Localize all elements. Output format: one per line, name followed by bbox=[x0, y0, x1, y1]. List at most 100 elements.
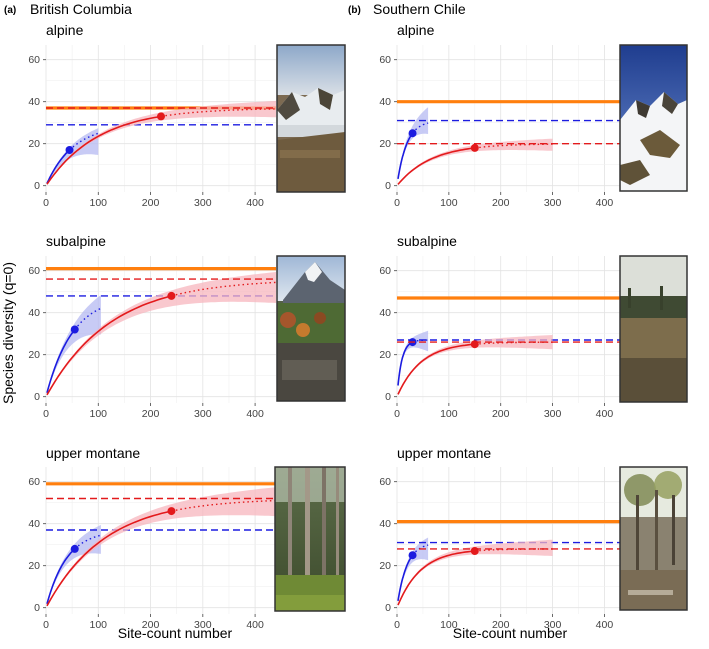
x-tick-label: 200 bbox=[492, 619, 510, 631]
x-tick-label: 100 bbox=[90, 197, 108, 209]
red-observed-point bbox=[157, 112, 165, 121]
chart-sc-alpine: alpine 0 100 200 300 400 0 20 40 60 bbox=[379, 22, 688, 209]
photo-bc-alpine bbox=[276, 44, 346, 193]
panel-title: subalpine bbox=[397, 233, 457, 249]
red-observed-point bbox=[470, 143, 479, 152]
x-tick-label: 400 bbox=[596, 197, 614, 209]
red-interpolation-line bbox=[397, 550, 475, 606]
y-tick-label: 0 bbox=[34, 180, 40, 192]
y-tick-label: 60 bbox=[379, 476, 391, 488]
blue-interpolation-line bbox=[46, 329, 76, 394]
chart-bc-subalpine: subalpine 0 100 200 300 400 0 20 40 60 bbox=[28, 233, 346, 420]
chart-sc-upper-montane: upper montane 0 100 200 300 400 0 20 40 60 bbox=[379, 445, 688, 631]
x-tick-label: 0 bbox=[394, 197, 400, 209]
x-tick-label: 200 bbox=[142, 197, 160, 209]
x-axis-label-b: Site-count number bbox=[453, 625, 568, 641]
panel-title: upper montane bbox=[46, 445, 140, 461]
red-interpolation-line bbox=[46, 115, 162, 185]
x-tick-label: 100 bbox=[440, 619, 458, 631]
blue-confidence-band bbox=[398, 330, 429, 387]
blue-extrapolation-line bbox=[74, 307, 102, 330]
photo-bc-subalpine bbox=[276, 255, 346, 402]
y-tick-label: 20 bbox=[28, 138, 40, 150]
chart-bc-upper-montane: upper montane 0 100 200 300 400 0 20 40 60 bbox=[28, 445, 346, 631]
x-tick-label: 100 bbox=[440, 408, 458, 420]
red-interpolation-line bbox=[46, 295, 172, 396]
x-tick-label: 200 bbox=[492, 197, 510, 209]
y-tick-label: 0 bbox=[385, 180, 391, 192]
photo-sc-alpine bbox=[619, 44, 688, 192]
blue-observed-point bbox=[408, 551, 417, 560]
y-tick-label: 60 bbox=[28, 265, 40, 277]
blue-observed-point bbox=[65, 146, 74, 154]
panel-title: alpine bbox=[46, 22, 84, 38]
x-tick-label: 300 bbox=[544, 619, 562, 631]
blue-interpolation-line bbox=[397, 341, 413, 386]
y-tick-label: 40 bbox=[28, 96, 40, 108]
y-tick-label: 40 bbox=[379, 518, 391, 530]
x-tick-label: 100 bbox=[90, 408, 108, 420]
y-tick-label: 20 bbox=[28, 560, 40, 572]
y-tick-label: 60 bbox=[379, 54, 391, 66]
photo-sc-subalpine bbox=[619, 255, 688, 403]
panel-b-letter: (b) bbox=[348, 5, 361, 16]
blue-confidence-band bbox=[398, 107, 429, 180]
y-tick-label: 0 bbox=[34, 602, 40, 614]
y-tick-label: 60 bbox=[28, 476, 40, 488]
panel-a-letter: (a) bbox=[4, 5, 16, 16]
x-tick-label: 100 bbox=[90, 619, 108, 631]
blue-extrapolation-line bbox=[69, 132, 99, 151]
photo-sc-upper-montane bbox=[619, 466, 688, 611]
blue-interpolation-line bbox=[397, 554, 414, 602]
y-tick-label: 60 bbox=[28, 54, 40, 66]
y-tick-label: 20 bbox=[28, 349, 40, 361]
y-tick-label: 40 bbox=[379, 307, 391, 319]
blue-interpolation-line bbox=[397, 132, 414, 180]
red-observed-point bbox=[470, 547, 479, 555]
panel-title: upper montane bbox=[397, 445, 491, 461]
chart-bc-alpine: alpine 0 100 200 300 400 0 20 40 60 bbox=[28, 22, 346, 209]
y-tick-label: 40 bbox=[28, 518, 40, 530]
panel-title: subalpine bbox=[46, 233, 106, 249]
x-tick-label: 0 bbox=[394, 408, 400, 420]
y-tick-label: 20 bbox=[379, 138, 391, 150]
panel-title: alpine bbox=[397, 22, 435, 38]
x-tick-label: 400 bbox=[596, 619, 614, 631]
blue-observed-point bbox=[408, 129, 417, 138]
y-tick-label: 20 bbox=[379, 349, 391, 361]
y-tick-label: 0 bbox=[34, 391, 40, 403]
x-tick-label: 0 bbox=[394, 619, 400, 631]
red-confidence-band bbox=[47, 272, 276, 396]
y-tick-label: 40 bbox=[28, 307, 40, 319]
x-tick-label: 200 bbox=[142, 619, 160, 631]
blue-interpolation-line bbox=[46, 149, 71, 184]
x-tick-label: 400 bbox=[596, 408, 614, 420]
x-tick-label: 0 bbox=[43, 197, 49, 209]
red-observed-point bbox=[470, 340, 479, 349]
red-interpolation-line bbox=[46, 510, 172, 607]
blue-observed-point bbox=[70, 325, 79, 334]
x-tick-label: 300 bbox=[544, 197, 562, 209]
x-tick-label: 400 bbox=[246, 408, 264, 420]
x-tick-label: 200 bbox=[142, 408, 160, 420]
chart-sc-subalpine: subalpine 0 100 200 300 400 0 20 40 60 bbox=[379, 233, 688, 420]
x-tick-label: 300 bbox=[544, 408, 562, 420]
red-interpolation-line bbox=[397, 147, 475, 185]
panel-a-region: British Columbia bbox=[30, 1, 132, 17]
red-interpolation-line bbox=[397, 343, 475, 395]
x-axis-label-a: Site-count number bbox=[118, 625, 233, 641]
blue-extrapolation-line bbox=[74, 534, 102, 550]
y-axis-label: Species diversity (q=0) bbox=[0, 262, 16, 404]
x-tick-label: 100 bbox=[440, 197, 458, 209]
y-tick-label: 20 bbox=[379, 560, 391, 572]
blue-confidence-band bbox=[47, 295, 101, 394]
y-tick-label: 40 bbox=[379, 96, 391, 108]
blue-confidence-band bbox=[47, 525, 101, 605]
x-tick-label: 400 bbox=[246, 197, 264, 209]
blue-observed-point bbox=[70, 544, 79, 553]
y-tick-label: 60 bbox=[379, 265, 391, 277]
red-observed-point bbox=[167, 507, 176, 516]
x-tick-label: 0 bbox=[43, 619, 49, 631]
x-tick-label: 300 bbox=[194, 619, 212, 631]
x-tick-label: 300 bbox=[194, 197, 212, 209]
